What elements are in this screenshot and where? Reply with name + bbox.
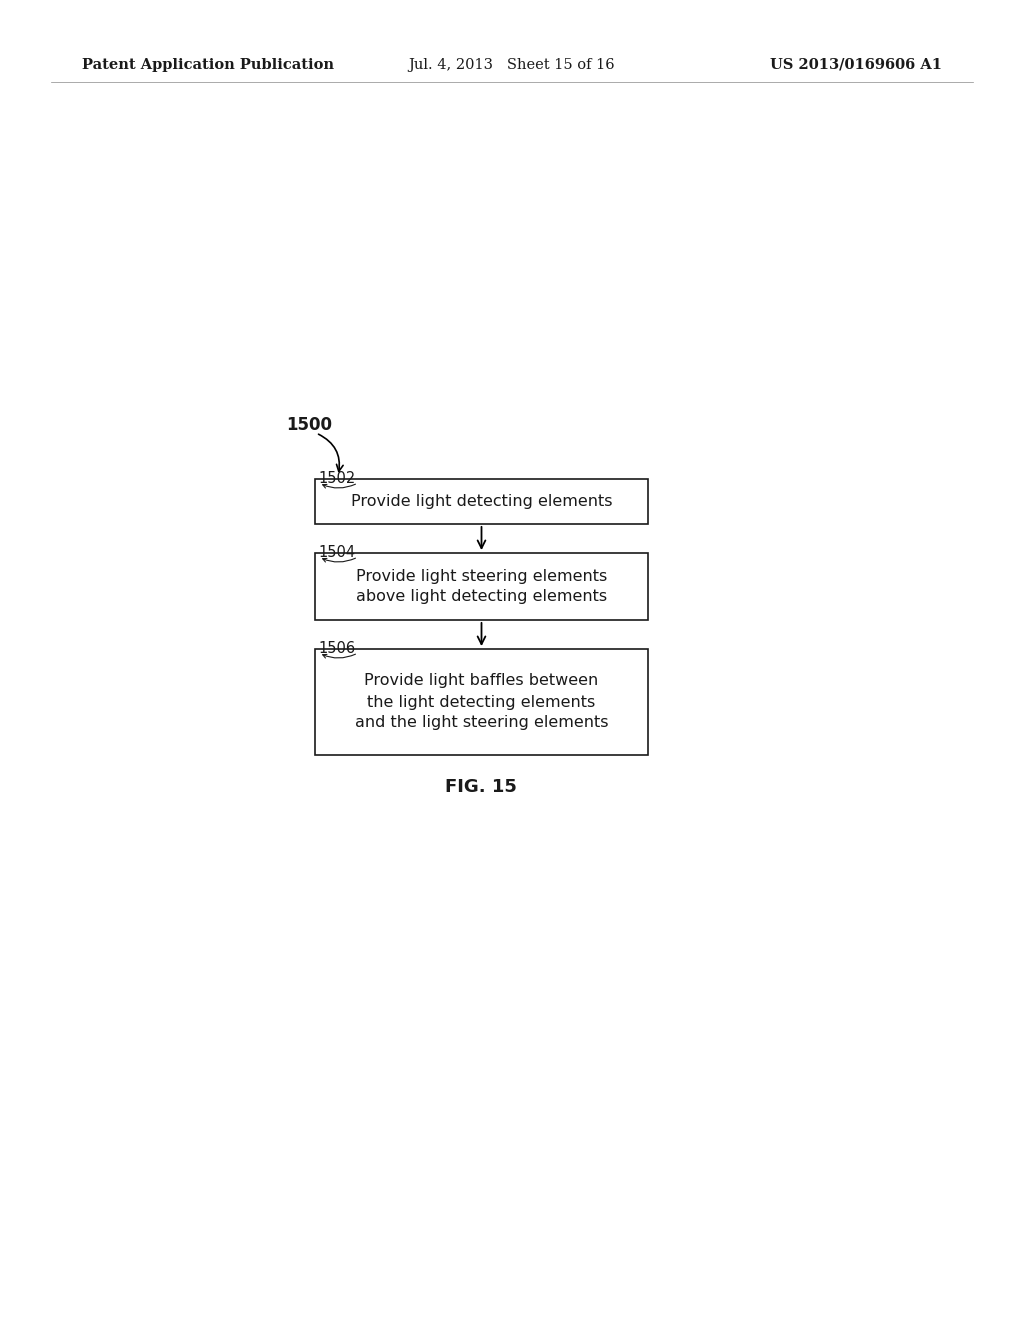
Text: Patent Application Publication: Patent Application Publication <box>82 58 334 73</box>
Text: 1502: 1502 <box>318 471 356 486</box>
Text: FIG. 15: FIG. 15 <box>445 777 517 796</box>
Text: 1506: 1506 <box>318 642 356 656</box>
Bar <box>315 649 648 755</box>
Text: Jul. 4, 2013   Sheet 15 of 16: Jul. 4, 2013 Sheet 15 of 16 <box>409 58 615 73</box>
Text: 1504: 1504 <box>318 545 356 560</box>
Text: Provide light baffles between
the light detecting elements
and the light steerin: Provide light baffles between the light … <box>354 673 608 730</box>
Text: US 2013/0169606 A1: US 2013/0169606 A1 <box>770 58 942 73</box>
Text: 1500: 1500 <box>286 416 332 434</box>
Text: Provide light steering elements
above light detecting elements: Provide light steering elements above li… <box>356 569 607 605</box>
Bar <box>315 553 648 620</box>
Bar <box>315 479 648 524</box>
Text: Provide light detecting elements: Provide light detecting elements <box>351 494 612 510</box>
